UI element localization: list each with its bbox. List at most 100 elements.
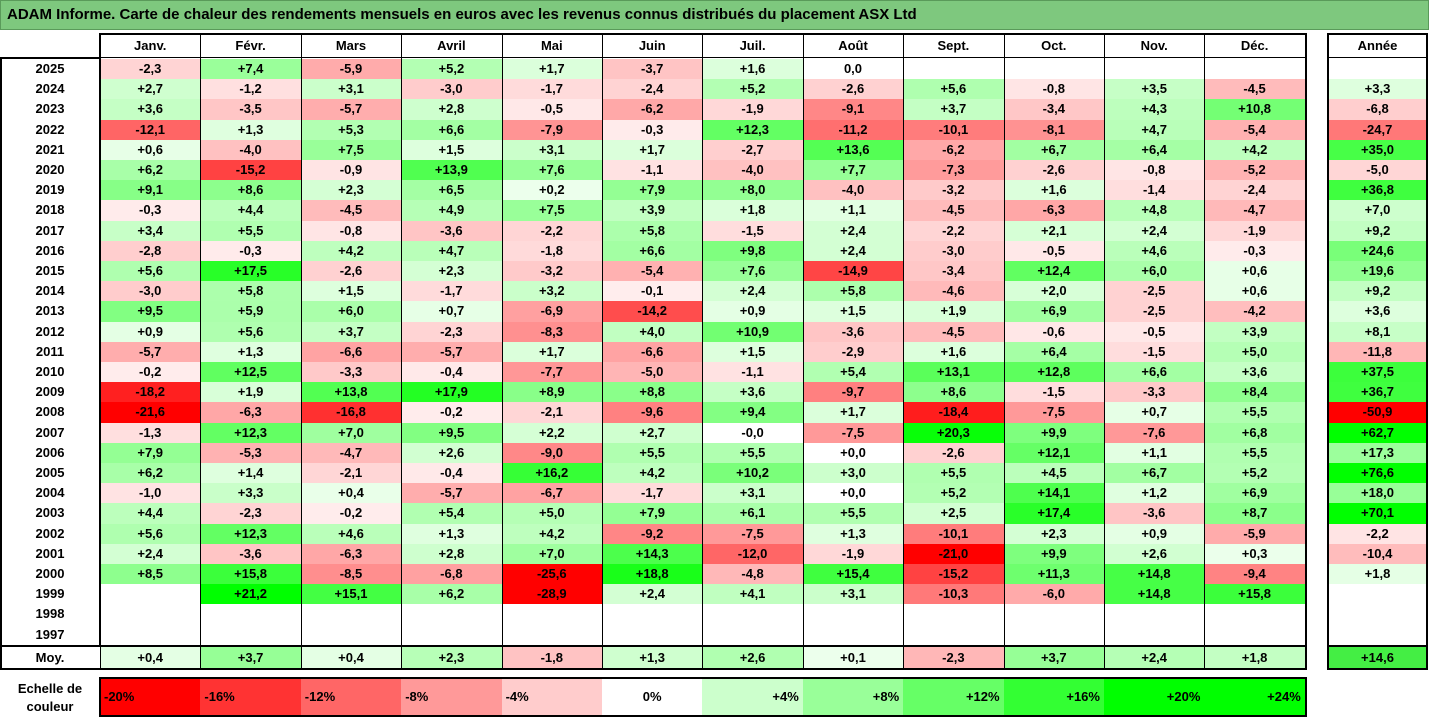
heatmap-cell: +17,4 <box>1003 503 1104 524</box>
heatmap-cell: +13,9 <box>401 160 502 181</box>
grid-line <box>602 35 603 668</box>
heatmap-cell: +2,4 <box>100 543 201 564</box>
year-label: 2011 <box>35 343 65 359</box>
year-label: 2006 <box>35 444 65 460</box>
heatmap-cell: -0,2 <box>401 402 502 423</box>
heatmap-cell: -18,2 <box>100 382 201 403</box>
heatmap-cell <box>802 604 904 625</box>
heatmap-cell: -1,7 <box>501 79 602 100</box>
heatmap-cell: +8,5 <box>100 564 201 585</box>
heatmap-cell: -15,2 <box>200 160 301 181</box>
annual-cell: -11,8 <box>1329 341 1426 362</box>
average-label: Moy. <box>35 650 65 665</box>
heatmap-cell <box>100 624 201 645</box>
heatmap-cell: +6,6 <box>602 240 703 261</box>
heatmap-cell: -3,6 <box>802 321 904 342</box>
annual-cell: +9,2 <box>1329 281 1426 302</box>
heatmap-cell <box>1003 624 1104 645</box>
heatmap-cell: +1,1 <box>1104 442 1205 463</box>
month-header: Mars <box>335 38 367 53</box>
heatmap-cell <box>1104 59 1205 80</box>
heatmap-cell: +5,2 <box>401 59 502 80</box>
heatmap-cell: +1,5 <box>702 341 803 362</box>
heatmap-cell: -1,9 <box>1204 220 1305 241</box>
heatmap-cell: +4,6 <box>300 523 402 544</box>
heatmap-cell: -2,9 <box>802 341 904 362</box>
heatmap-cell: +1,6 <box>1003 180 1104 201</box>
heatmap-cell <box>1204 604 1305 625</box>
heatmap-cell: -2,3 <box>100 59 201 80</box>
year-label: 2016 <box>35 242 65 258</box>
heatmap-cell: -2,7 <box>702 139 803 160</box>
year-label: 2014 <box>35 283 65 299</box>
heatmap-cell: +5,6 <box>100 261 201 282</box>
heatmap-cell <box>501 604 602 625</box>
heatmap-cell: +12,3 <box>200 422 301 443</box>
color-scale-swatch: -16% <box>200 678 301 716</box>
year-label: 1998 <box>35 606 65 622</box>
heatmap-cell: +0,6 <box>1204 261 1305 282</box>
heatmap-cell: +3,1 <box>802 584 904 605</box>
year-label: 2000 <box>35 566 65 581</box>
heatmap-cell: -4,2 <box>1204 301 1305 322</box>
heatmap-cell: -5,7 <box>401 341 502 362</box>
heatmap-cell: -6,9 <box>501 301 602 322</box>
annual-cell: +24,6 <box>1329 240 1426 261</box>
header-rule <box>1329 57 1426 58</box>
heatmap-cell: +5,5 <box>200 220 301 241</box>
heatmap-cell: +5,5 <box>1204 442 1305 463</box>
annual-cell: +17,3 <box>1329 442 1426 463</box>
year-label: 2023 <box>35 101 65 117</box>
heatmap-cell: -8,1 <box>1003 119 1104 140</box>
heatmap-cell: +2,3 <box>300 180 402 201</box>
heatmap-cell: -2,6 <box>1003 160 1104 181</box>
heatmap-cell: -3,7 <box>602 59 703 80</box>
heatmap-cell: +3,7 <box>300 321 402 342</box>
heatmap-cell: 0,0 <box>802 59 904 80</box>
heatmap-cell: +13,8 <box>300 382 402 403</box>
heatmap-cell: -0,4 <box>401 463 502 484</box>
heatmap-cell: -2,4 <box>602 79 703 100</box>
year-label: 2007 <box>35 424 65 440</box>
heatmap-cell: +9,5 <box>100 301 201 322</box>
color-scale-swatch: +24% <box>1204 678 1305 716</box>
heatmap-cell: +2,1 <box>1003 220 1104 241</box>
heatmap-cell: +8,9 <box>501 382 602 403</box>
heatmap-cell: -4,7 <box>300 442 402 463</box>
heatmap-cell: +1,5 <box>401 139 502 160</box>
heatmap-cell: -1,7 <box>602 483 703 504</box>
heatmap-cell: -3,2 <box>501 261 602 282</box>
heatmap-cell <box>903 59 1004 80</box>
heatmap-cell: +8,0 <box>702 180 803 201</box>
heatmap-cell: -2,8 <box>100 240 201 261</box>
month-header: Déc. <box>1240 38 1269 53</box>
heatmap-cell: -3,0 <box>401 79 502 100</box>
heatmap-cell: +0,3 <box>1204 543 1305 564</box>
heatmap-cell: -0,3 <box>1204 240 1305 261</box>
heatmap-cell: +4,7 <box>1104 119 1205 140</box>
heatmap-cell: -6,8 <box>401 564 502 585</box>
annual-cell: -50,9 <box>1329 402 1426 423</box>
heatmap-cell <box>100 584 201 605</box>
heatmap-cell: +0,9 <box>100 321 201 342</box>
heatmap-cell: +8,8 <box>602 382 703 403</box>
heatmap-cell: +0,7 <box>401 301 502 322</box>
heatmap-cell <box>300 624 402 645</box>
heatmap-cell: +1,3 <box>401 523 502 544</box>
heatmap-cell: +3,1 <box>501 139 602 160</box>
heatmap-cell: +1,7 <box>501 341 602 362</box>
month-header: Févr. <box>235 38 266 53</box>
heatmap-cell: +14,8 <box>1104 564 1205 585</box>
annual-cell: -6,8 <box>1329 99 1426 120</box>
heatmap-cell: +2,4 <box>702 281 803 302</box>
heatmap-cell: +16,2 <box>501 463 602 484</box>
year-label: 2018 <box>35 202 65 218</box>
heatmap-cell: -5,7 <box>300 99 402 120</box>
average-cell: +1,3 <box>602 647 703 668</box>
average-cell: +0,4 <box>300 647 402 668</box>
heatmap-cell <box>1204 59 1305 80</box>
heatmap-cell: +14,1 <box>1003 483 1104 504</box>
heatmap-cell: -4,5 <box>300 200 402 221</box>
annual-cell: +70,1 <box>1329 503 1426 524</box>
heatmap-cell: +8,6 <box>903 382 1004 403</box>
